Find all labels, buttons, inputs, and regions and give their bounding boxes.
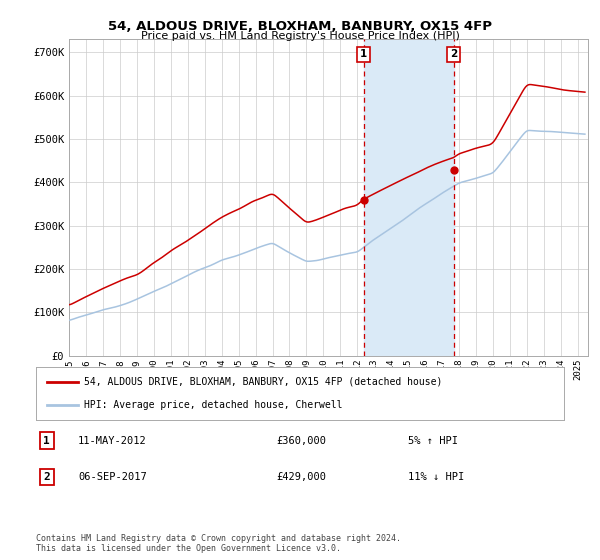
Text: Price paid vs. HM Land Registry's House Price Index (HPI): Price paid vs. HM Land Registry's House … bbox=[140, 31, 460, 41]
Text: £429,000: £429,000 bbox=[276, 472, 326, 482]
Text: HPI: Average price, detached house, Cherwell: HPI: Average price, detached house, Cher… bbox=[83, 400, 342, 410]
Text: £360,000: £360,000 bbox=[276, 436, 326, 446]
Text: 54, ALDOUS DRIVE, BLOXHAM, BANBURY, OX15 4FP (detached house): 54, ALDOUS DRIVE, BLOXHAM, BANBURY, OX15… bbox=[83, 377, 442, 387]
Bar bbox=[364, 39, 454, 356]
Text: 11-MAY-2012: 11-MAY-2012 bbox=[78, 436, 147, 446]
Text: 06-SEP-2017: 06-SEP-2017 bbox=[78, 472, 147, 482]
Text: 11% ↓ HPI: 11% ↓ HPI bbox=[408, 472, 464, 482]
Text: 1: 1 bbox=[360, 49, 367, 59]
Text: 1: 1 bbox=[43, 436, 50, 446]
Text: 2: 2 bbox=[450, 49, 457, 59]
Text: 54, ALDOUS DRIVE, BLOXHAM, BANBURY, OX15 4FP: 54, ALDOUS DRIVE, BLOXHAM, BANBURY, OX15… bbox=[108, 20, 492, 32]
Text: 2: 2 bbox=[43, 472, 50, 482]
Text: 5% ↑ HPI: 5% ↑ HPI bbox=[408, 436, 458, 446]
Text: Contains HM Land Registry data © Crown copyright and database right 2024.
This d: Contains HM Land Registry data © Crown c… bbox=[36, 534, 401, 553]
